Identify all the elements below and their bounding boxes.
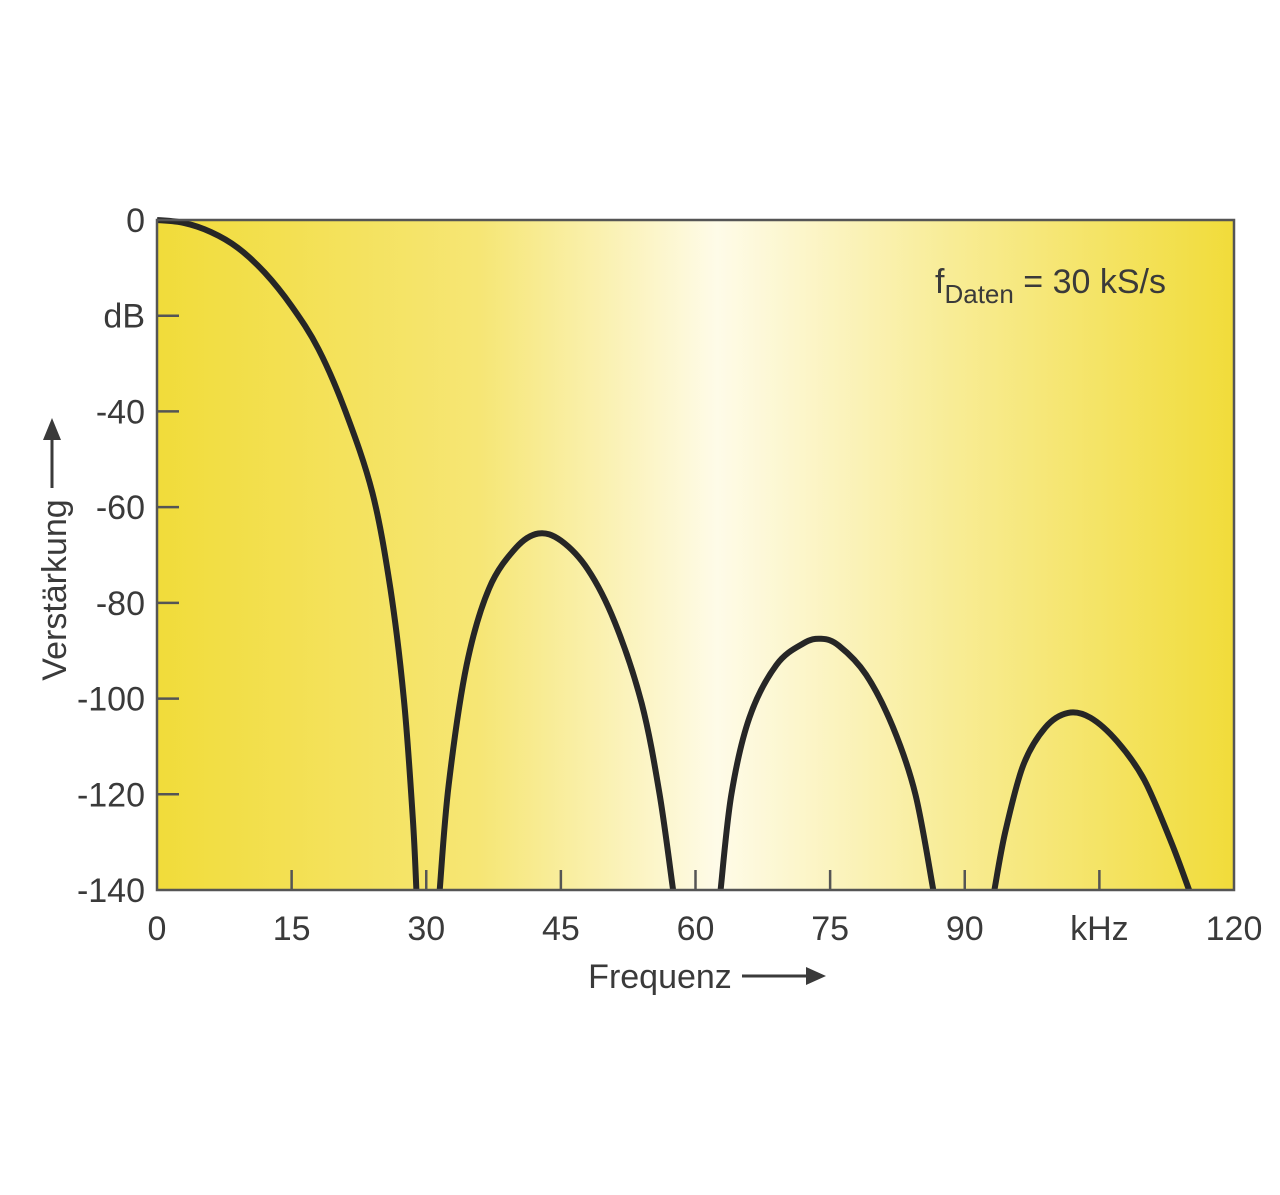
curve-lobe-1 (436, 530, 677, 891)
x-tick-label: 0 (148, 910, 167, 948)
y-axis-ticks: 0 dB -40 -60 -80 -100 -120 -140 (77, 202, 179, 910)
y-tick-label: -140 (77, 872, 145, 910)
curve-lobe-3 (991, 709, 1192, 892)
x-tick-label: 75 (811, 910, 849, 948)
y-tick-label: dB (103, 298, 145, 336)
x-tick-label: 45 (542, 910, 580, 948)
x-tick-label: kHz (1070, 910, 1129, 948)
response-curve (156, 217, 1192, 892)
x-tick-label: 120 (1206, 910, 1263, 948)
curve-lobe-2 (717, 635, 937, 891)
annotation-base: f (935, 263, 945, 301)
y-tick-label: -120 (77, 776, 145, 814)
x-tick-label: 60 (677, 910, 715, 948)
annotation-subscript: Daten (944, 279, 1013, 309)
x-tick-label: 15 (273, 910, 311, 948)
y-tick-label: -40 (96, 393, 145, 431)
x-axis-label: Frequenz (588, 958, 732, 996)
y-tick-label: -80 (96, 585, 145, 623)
y-tick-label: -100 (77, 681, 145, 719)
y-tick-label: -60 (96, 489, 145, 527)
data-rate-annotation: fDaten = 30 kS/s (935, 263, 1166, 309)
curve-lobe-0 (156, 217, 420, 891)
x-axis-ticks: 0 15 30 45 60 75 90 kHz 120 (148, 870, 1263, 948)
x-tick-label: 30 (407, 910, 445, 948)
y-axis-arrow (43, 418, 61, 488)
plot-area (157, 220, 1234, 890)
x-axis-arrow (742, 967, 826, 985)
annotation-rest: = 30 kS/s (1014, 263, 1166, 301)
x-tick-label: 90 (946, 910, 984, 948)
y-axis-label: Verstärkung (36, 499, 74, 680)
y-tick-label: 0 (126, 202, 145, 240)
